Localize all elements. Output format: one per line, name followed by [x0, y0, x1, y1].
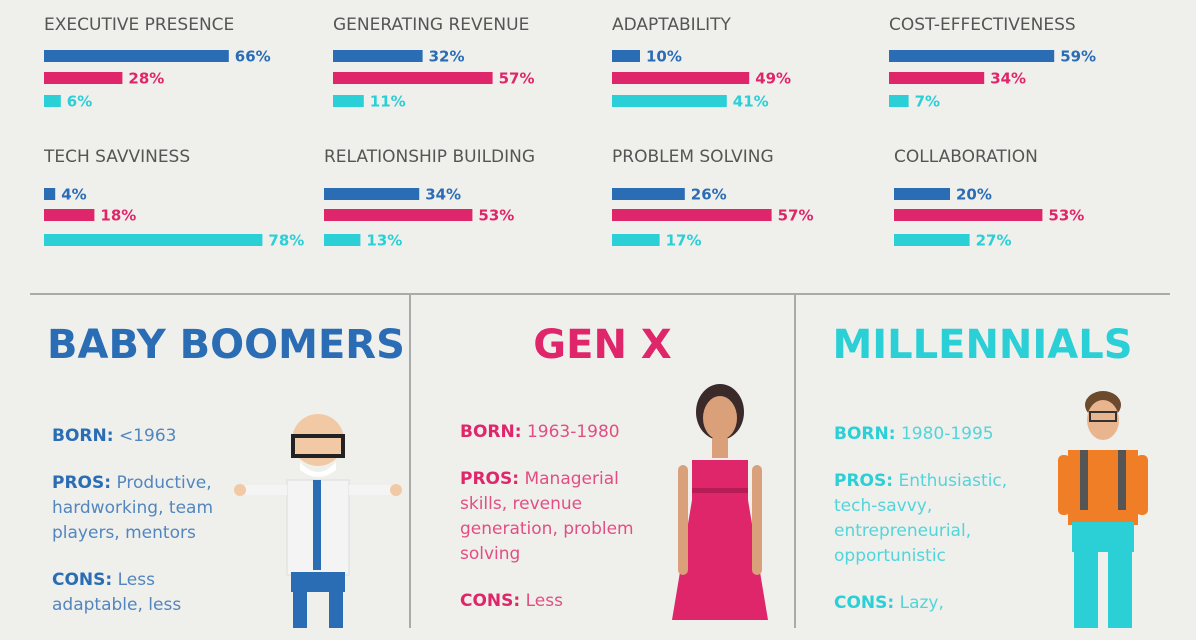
generation-details: BORN: 1980-1995 PROS: Enthusiastic, tech-… [834, 422, 1034, 638]
pros-row: PROS: Enthusiastic, tech-savvy, entrepre… [834, 469, 1034, 569]
bar [44, 95, 61, 107]
pros-label: PROS: [834, 471, 894, 491]
bar [612, 209, 772, 221]
value-label: 10% [646, 48, 682, 66]
bar [44, 72, 123, 84]
boomer-figure [234, 414, 402, 628]
value-label: 28% [128, 70, 164, 88]
bar [333, 72, 493, 84]
born-label: BORN: [834, 424, 896, 444]
born-text: 1963-1980 [526, 422, 620, 442]
bar [889, 50, 1055, 62]
born-row: BORN: 1963-1980 [460, 420, 660, 445]
generation-title: MILLENNIALS [832, 322, 1133, 368]
value-label: 27% [976, 232, 1012, 250]
value-label: 20% [956, 186, 992, 204]
born-label: BORN: [460, 422, 522, 442]
value-label: 18% [100, 207, 136, 225]
cons-label: CONS: [834, 593, 895, 613]
value-label: 57% [778, 207, 814, 225]
pros-label: PROS: [460, 469, 520, 489]
bar [44, 188, 56, 200]
bar [612, 234, 660, 246]
chart-title: PROBLEM SOLVING [612, 147, 774, 167]
value-label: 17% [666, 232, 702, 250]
value-label: 66% [235, 48, 271, 66]
value-label: 57% [499, 70, 535, 88]
cons-text: Less adaptable, less [52, 570, 182, 615]
bar [44, 50, 229, 62]
pros-label: PROS: [52, 473, 112, 493]
millennial-figure [1058, 391, 1148, 628]
value-label: 78% [268, 232, 304, 250]
value-label: 49% [755, 70, 791, 88]
bar [44, 209, 95, 221]
bar [333, 50, 423, 62]
value-label: 13% [366, 232, 402, 250]
born-label: BORN: [52, 426, 114, 446]
generation-title: BABY BOOMERS [47, 322, 405, 368]
bar [324, 234, 361, 246]
bar [889, 95, 909, 107]
cons-text: Lazy, [899, 593, 944, 613]
pros-text: Productive, hardworking, team players, m… [52, 473, 214, 543]
cons-row: CONS: Less adaptable, less [52, 568, 232, 618]
value-label: 34% [990, 70, 1026, 88]
value-label: 7% [915, 93, 940, 111]
bar [612, 72, 750, 84]
chart-title: COST-EFFECTIVENESS [889, 15, 1076, 35]
chart-title: GENERATING REVENUE [333, 15, 529, 35]
value-label: 26% [691, 186, 727, 204]
value-label: 59% [1060, 48, 1096, 66]
value-label: 53% [478, 207, 514, 225]
bar [324, 188, 420, 200]
bar [612, 95, 727, 107]
bar [324, 209, 473, 221]
bar [44, 234, 263, 246]
cons-label: CONS: [52, 570, 113, 590]
generation-details: BORN: <1963 PROS: Productive, hardworking… [52, 424, 232, 640]
pros-row: PROS: Managerial skills, revenue generat… [460, 467, 660, 567]
bar [612, 50, 640, 62]
value-label: 53% [1048, 207, 1084, 225]
value-label: 4% [61, 186, 86, 204]
cons-text: Less [525, 591, 563, 611]
chart-title: COLLABORATION [894, 147, 1038, 167]
born-row: BORN: 1980-1995 [834, 422, 1034, 447]
pros-row: PROS: Productive, hardworking, team play… [52, 471, 232, 546]
born-row: BORN: <1963 [52, 424, 232, 449]
value-label: 6% [67, 93, 92, 111]
pros-text: Enthusiastic, tech-savvy, entrepreneuria… [834, 471, 1008, 566]
bar [333, 95, 364, 107]
cons-label: CONS: [460, 591, 521, 611]
generation-details: BORN: 1963-1980 PROS: Managerial skills, … [460, 420, 660, 636]
bar [612, 188, 685, 200]
genx-figure [672, 384, 768, 620]
chart-title: EXECUTIVE PRESENCE [44, 15, 234, 35]
chart-title: ADAPTABILITY [612, 15, 732, 35]
value-label: 34% [425, 186, 461, 204]
born-text: 1980-1995 [900, 424, 994, 444]
cons-row: CONS: Less [460, 589, 660, 614]
generation-title: GEN X [533, 322, 672, 368]
value-label: 41% [733, 93, 769, 111]
bar [894, 234, 970, 246]
chart-title: RELATIONSHIP BUILDING [324, 147, 535, 167]
pros-text: Managerial skills, revenue generation, p… [460, 469, 634, 564]
born-text: <1963 [118, 426, 177, 446]
value-label: 32% [429, 48, 465, 66]
value-label: 11% [370, 93, 406, 111]
cons-row: CONS: Lazy, [834, 591, 1034, 616]
bar [889, 72, 985, 84]
chart-title: TECH SAVVINESS [43, 147, 190, 167]
bar [894, 188, 950, 200]
bar [894, 209, 1043, 221]
